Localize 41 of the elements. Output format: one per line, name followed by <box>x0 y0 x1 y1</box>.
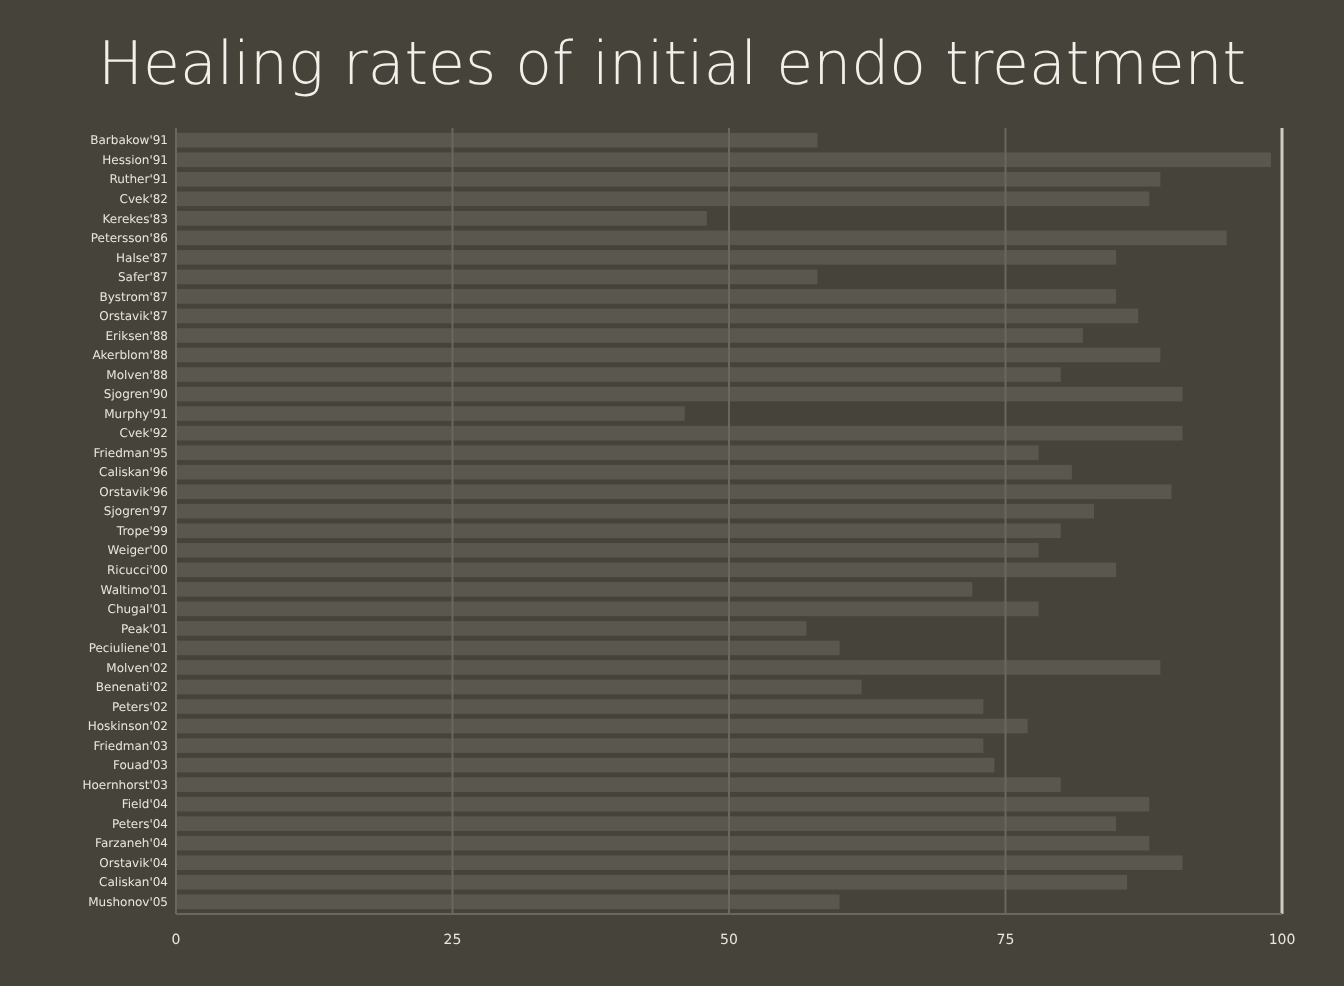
bar <box>176 621 807 636</box>
bar <box>176 699 984 714</box>
bar <box>176 874 1128 890</box>
bar <box>176 171 1161 187</box>
bar <box>176 679 862 695</box>
bar <box>176 132 818 148</box>
bar <box>176 582 973 597</box>
bar <box>176 367 1061 382</box>
bar <box>176 152 1271 168</box>
chart-title: Healing rates of initial endo treatment <box>97 30 1247 100</box>
bar <box>176 191 1150 207</box>
bar <box>176 757 995 773</box>
bar <box>176 445 1039 460</box>
bar <box>176 289 1117 304</box>
bar <box>176 484 1172 500</box>
bar <box>176 855 1183 871</box>
bar <box>176 386 1183 402</box>
bar <box>176 796 1150 812</box>
bar <box>176 816 1117 832</box>
bar <box>176 777 1061 792</box>
bar <box>176 640 840 656</box>
bar <box>176 230 1227 246</box>
bar <box>176 347 1161 363</box>
bar <box>176 425 1183 441</box>
bar <box>176 269 818 285</box>
bar <box>176 894 840 910</box>
bar <box>176 210 707 226</box>
bar <box>176 328 1083 343</box>
bar <box>176 718 1028 734</box>
bar <box>176 406 685 421</box>
bar <box>176 542 1039 558</box>
bar <box>176 503 1094 519</box>
bar <box>176 601 1039 617</box>
bar <box>176 562 1117 578</box>
bar <box>176 523 1061 539</box>
bar <box>176 738 984 753</box>
bar <box>176 464 1072 480</box>
bar <box>176 250 1117 265</box>
bar <box>176 660 1161 675</box>
bar <box>176 308 1139 324</box>
bar <box>176 835 1150 851</box>
